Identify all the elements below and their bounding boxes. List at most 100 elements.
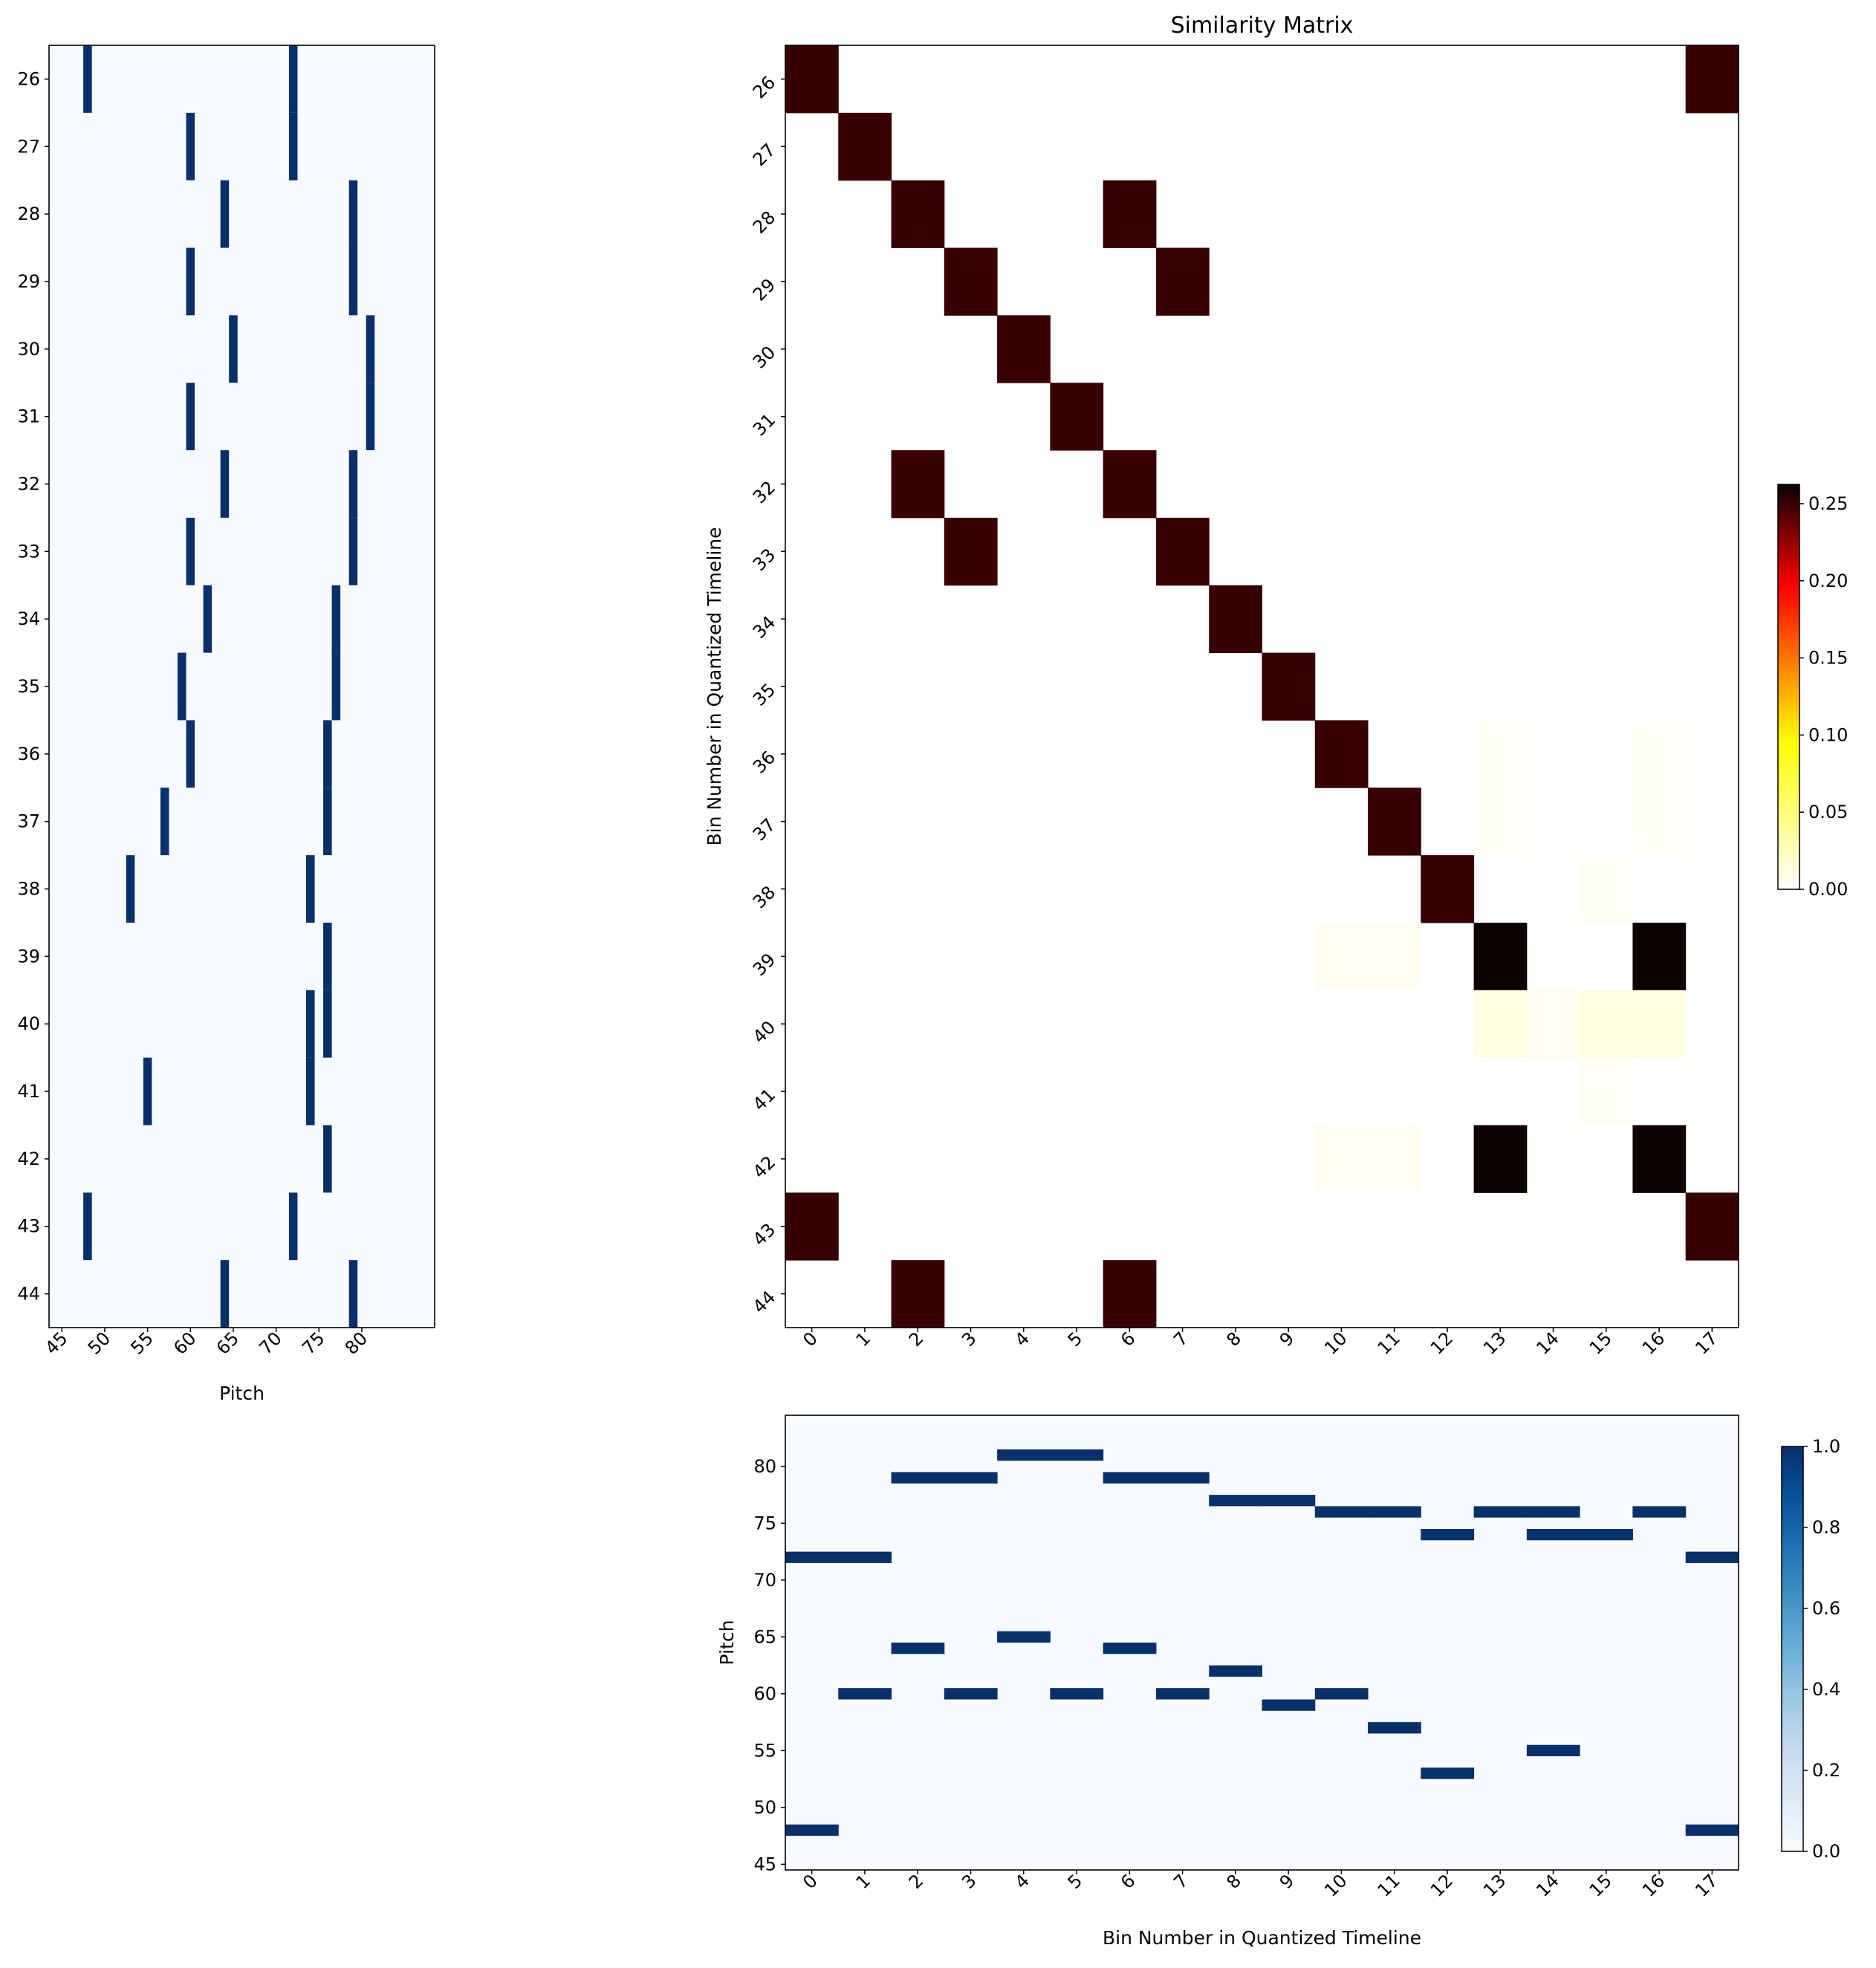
y-tick-label: 26 [749, 72, 779, 103]
x-tick-label: 1 [852, 1870, 875, 1893]
x-axis-label: Pitch [219, 1383, 264, 1404]
note-cell [1526, 1744, 1580, 1756]
pitch-colorbar: 0.0 0.2 0.4 0.6 0.8 1.0 [1781, 1436, 1840, 1862]
x-tick-label: 8 [1222, 1870, 1245, 1893]
colorbar-tick-label: 1.0 [1812, 1436, 1840, 1457]
matrix-cell [1632, 1125, 1687, 1193]
note-cell [348, 450, 358, 518]
x-tick-label: 0 [799, 1870, 822, 1893]
x-tick-label: 12 [1427, 1870, 1457, 1900]
y-tick-label: 28 [749, 207, 779, 238]
note-cell [220, 1260, 230, 1328]
y-tick-label: 43 [17, 1216, 40, 1237]
y-tick-label: 34 [17, 608, 40, 629]
y-tick-label: 43 [749, 1219, 779, 1250]
matrix-cell [1155, 517, 1210, 586]
y-tick-label: 37 [749, 814, 779, 845]
note-cell [891, 1472, 945, 1484]
x-tick-label: 15 [1585, 1870, 1616, 1900]
matrix-cell [1314, 922, 1369, 991]
note-cell [220, 180, 230, 248]
x-tick-label: 14 [1532, 1328, 1562, 1358]
note-cell [83, 1192, 92, 1261]
y-tick-label: 37 [17, 811, 40, 832]
x-tick-label: 10 [1320, 1328, 1351, 1358]
y-tick-label: 35 [749, 679, 779, 709]
x-tick-label: 9 [1276, 1870, 1299, 1893]
y-tick-label: 70 [753, 1570, 776, 1591]
x-tick-label: 9 [1276, 1328, 1299, 1351]
y-tick-label: 44 [749, 1287, 779, 1317]
note-cell [323, 720, 332, 788]
matrix-cell [1103, 180, 1157, 249]
y-tick-label: 33 [17, 541, 40, 562]
note-cell [1155, 1472, 1210, 1484]
matrix-cell [1155, 247, 1210, 316]
matrix-cell [1685, 45, 1739, 114]
x-tick-label: 55 [126, 1328, 157, 1358]
note-cell [288, 112, 298, 181]
x-tick-label: 75 [298, 1328, 328, 1358]
x-tick-label: 5 [1064, 1328, 1087, 1351]
matrix-cell [1103, 1260, 1157, 1328]
x-tick-label: 50 [84, 1328, 114, 1358]
note-cell [323, 787, 332, 856]
x-tick-label: 13 [1479, 1328, 1510, 1358]
y-tick-label: 45 [753, 1854, 776, 1874]
note-cell [323, 1125, 332, 1193]
y-tick-label: 41 [17, 1081, 40, 1102]
x-tick-label: 16 [1638, 1328, 1669, 1358]
matrix-cell [1632, 787, 1687, 856]
matrix-cell [1473, 990, 1528, 1059]
matrix-cell [1262, 652, 1316, 721]
similarity-colorbar: 0.00 0.05 0.10 0.15 0.20 0.25 [1777, 484, 1848, 900]
matrix-cell [1473, 1125, 1528, 1193]
matrix-cell [785, 45, 839, 114]
matrix-cell [1050, 383, 1104, 451]
matrix-cell [1632, 720, 1687, 788]
y-tick-label: 26 [17, 68, 40, 89]
note-cell [348, 1260, 358, 1328]
x-tick-label: 4 [1010, 1870, 1033, 1893]
x-tick-label: 8 [1222, 1328, 1245, 1351]
note-cell [1209, 1495, 1262, 1507]
matrix-cell [1580, 990, 1633, 1059]
matrix-cell [1632, 990, 1687, 1059]
y-tick-label: 80 [753, 1456, 776, 1477]
note-cell [186, 247, 195, 316]
matrix-cell [891, 1260, 945, 1328]
x-tick-label: 11 [1374, 1870, 1404, 1900]
y-tick-label: 29 [17, 271, 40, 292]
colorbar-tick-label: 0.8 [1812, 1517, 1840, 1538]
x-tick-label: 3 [958, 1328, 981, 1351]
x-tick-label: 17 [1691, 1870, 1721, 1900]
x-axis-label: Bin Number in Quantized Timeline [1103, 1927, 1421, 1949]
note-cell [944, 1688, 998, 1700]
note-cell [1314, 1688, 1369, 1700]
x-tick-label: 5 [1064, 1870, 1087, 1893]
matrix-cell [1368, 1125, 1421, 1193]
note-cell [891, 1643, 945, 1654]
matrix-cell [1473, 922, 1528, 991]
note-cell [944, 1472, 998, 1484]
note-cell [1368, 1722, 1421, 1734]
colorbar-tick-label: 0.10 [1808, 724, 1848, 745]
note-cell [331, 585, 341, 653]
y-tick-label: 32 [17, 473, 40, 494]
note-cell [229, 315, 238, 383]
chart-title: Similarity Matrix [1171, 13, 1354, 39]
matrix-cell [1103, 450, 1157, 519]
x-tick-label: 80 [341, 1328, 371, 1358]
note-cell [323, 990, 332, 1058]
y-tick-label: 55 [753, 1740, 776, 1761]
x-tick-label: 2 [905, 1870, 928, 1893]
x-tick-label: 11 [1374, 1328, 1404, 1358]
x-tick-label: 3 [958, 1870, 981, 1893]
note-cell [126, 855, 135, 923]
note-cell [83, 45, 92, 113]
y-tick-label: 31 [749, 409, 779, 440]
matrix-cell [1580, 855, 1633, 923]
x-tick-label: 60 [169, 1328, 200, 1358]
note-cell [1368, 1506, 1421, 1518]
note-cell [306, 855, 315, 923]
